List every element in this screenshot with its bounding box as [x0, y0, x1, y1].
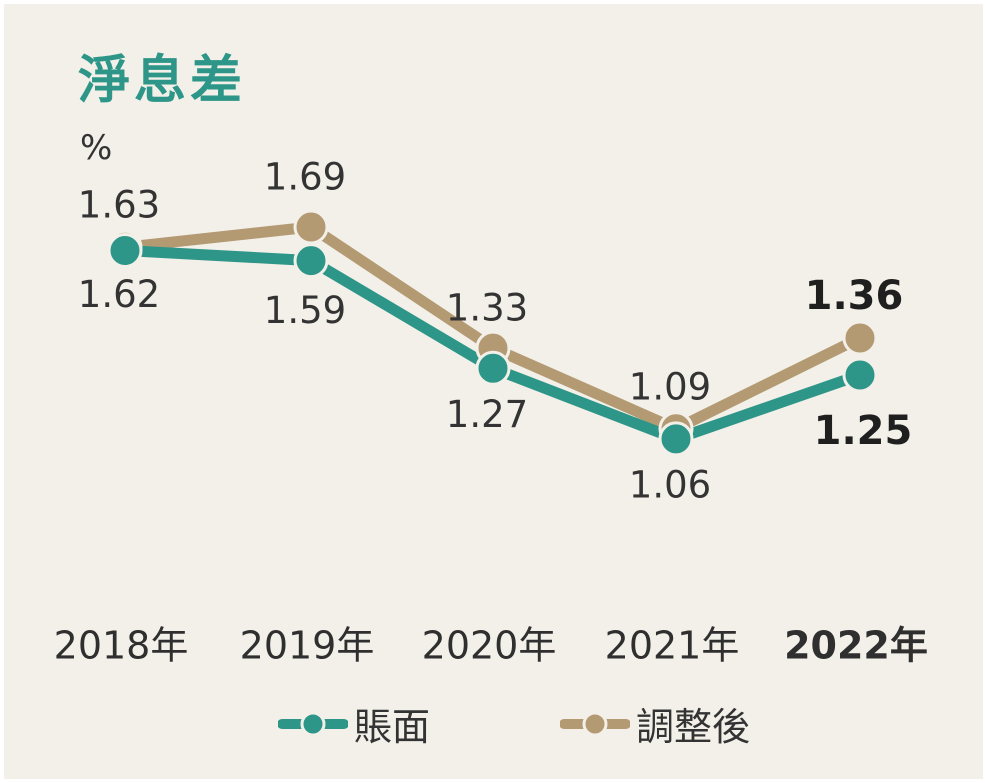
x-tick-label-0: 2018年: [54, 624, 189, 668]
point-book-4: [842, 357, 878, 393]
value-label-adjusted-1: 1.69: [264, 156, 346, 199]
value-label-adjusted-4: 1.36: [805, 273, 904, 319]
value-label-book-1: 1.59: [264, 289, 346, 332]
x-tick-label-1: 2019年: [240, 624, 375, 668]
legend-item-adjusted: 調整後: [560, 696, 750, 751]
x-tick-label-4: 2022年: [784, 624, 928, 668]
legend-label-book: 賬面: [354, 705, 431, 749]
value-label-book-2: 1.27: [446, 393, 528, 436]
y-axis-unit: %: [80, 128, 113, 168]
point-adjusted-4: [842, 320, 878, 356]
value-label-adjusted-3: 1.09: [629, 365, 711, 408]
value-label-adjusted-2: 1.33: [446, 287, 528, 330]
value-label-adjusted-0: 1.63: [78, 184, 160, 227]
point-book-1: [293, 243, 329, 279]
legend: 賬面 調整後: [0, 696, 985, 756]
legend-label-adjusted: 調整後: [636, 705, 751, 749]
x-tick-label-3: 2021年: [605, 624, 740, 668]
value-label-book-0: 1.62: [78, 273, 160, 316]
point-book-2: [475, 350, 511, 386]
chart-title: 淨息差: [78, 51, 247, 111]
x-tick-label-2: 2020年: [422, 624, 557, 668]
point-book-0: [107, 233, 143, 268]
value-label-book-4: 1.25: [814, 408, 913, 454]
legend-swatch-book: [278, 711, 348, 736]
legend-item-book: 賬面: [278, 696, 430, 751]
point-book-3: [658, 421, 694, 457]
point-adjusted-1: [293, 209, 329, 245]
legend-swatch-adjusted: [560, 711, 630, 736]
value-label-book-3: 1.06: [629, 463, 711, 506]
